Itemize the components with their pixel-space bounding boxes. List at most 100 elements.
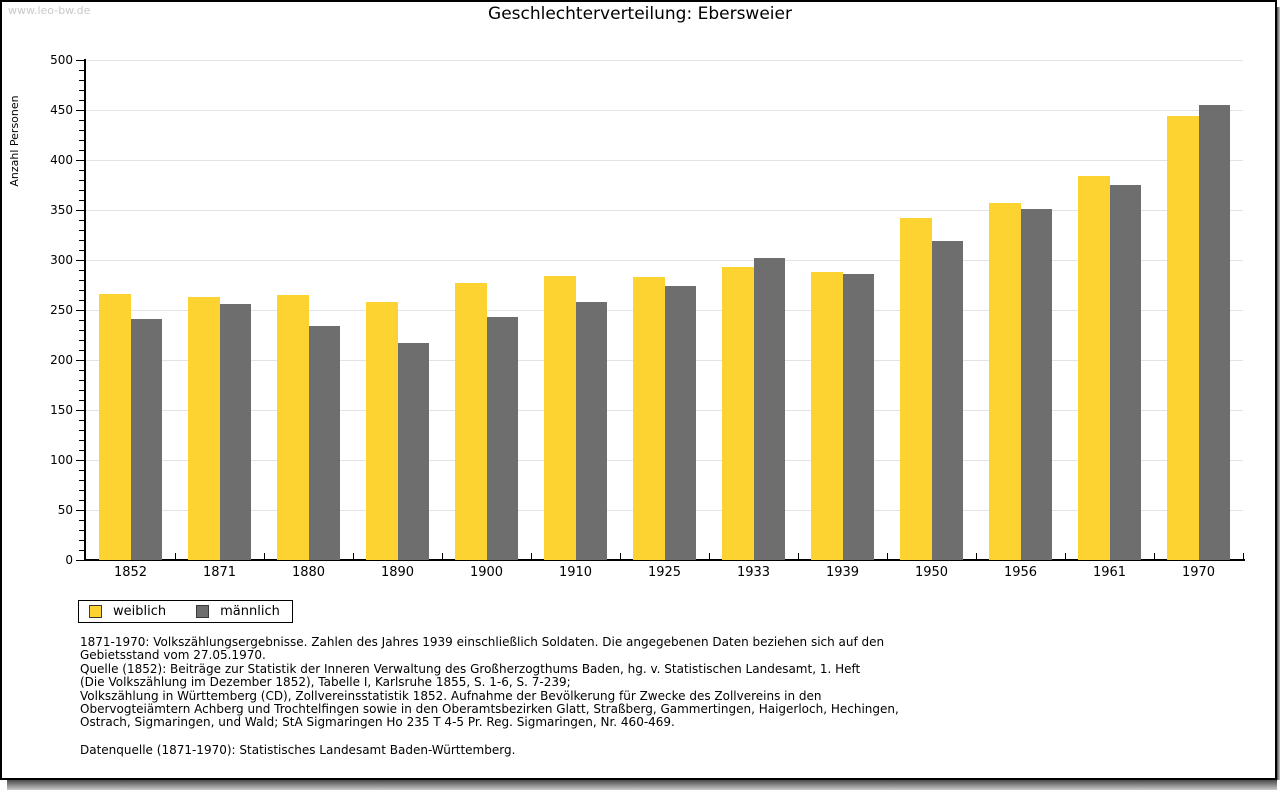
bar-weiblich-1900 [455, 283, 487, 560]
y-minor-tick [79, 370, 84, 371]
y-major-tick [76, 160, 84, 161]
bar-männlich-1961 [1109, 185, 1141, 560]
bar-männlich-1871 [219, 304, 251, 560]
legend: weiblich männlich [78, 600, 293, 623]
x-tick-label: 1961 [1092, 565, 1127, 580]
x-tick [1065, 553, 1066, 559]
bar-männlich-1939 [842, 274, 874, 560]
bar-weiblich-1910 [544, 276, 576, 560]
page-title: Geschlechterverteilung: Ebersweier [488, 4, 792, 24]
y-minor-tick [79, 180, 84, 181]
y-minor-tick [79, 320, 84, 321]
x-axis-labels: 1852 1871 1880 1890 1900 1910 1925 1933 1939 1950… [86, 565, 1243, 580]
y-minor-tick [79, 280, 84, 281]
y-major-tick [76, 510, 84, 511]
x-tick [264, 553, 265, 559]
y-minor-tick [79, 200, 84, 201]
legend-item-weiblich: weiblich [89, 604, 166, 619]
gridline [86, 110, 1243, 111]
y-minor-tick [79, 100, 84, 101]
y-minor-tick [79, 480, 84, 481]
x-tick-label: 1871 [202, 565, 237, 580]
y-major-tick [76, 410, 84, 411]
footnote-line: Quelle (1852): Beiträge zur Statistik de… [80, 661, 861, 676]
y-minor-tick [79, 350, 84, 351]
y-minor-tick [79, 220, 84, 221]
y-axis-line [84, 59, 86, 561]
bar-männlich-1933 [753, 258, 785, 560]
y-major-tick [76, 560, 84, 561]
frame-shadow-right [1277, 7, 1280, 780]
y-minor-tick [79, 420, 84, 421]
y-major-tick [76, 110, 84, 111]
x-axis-line [84, 559, 1245, 561]
x-tick-label: 1880 [291, 565, 326, 580]
y-tick-label: 0 [65, 553, 73, 567]
x-tick-label: 1910 [558, 565, 593, 580]
bar-weiblich-1939 [811, 272, 843, 560]
y-tick-label: 350 [50, 203, 73, 217]
y-minor-tick [79, 390, 84, 391]
x-tick-label: 1970 [1181, 565, 1216, 580]
x-tick [976, 553, 977, 559]
y-tick-label: 200 [50, 353, 73, 367]
bar-männlich-1852 [130, 319, 162, 560]
x-tick [353, 553, 354, 559]
gridline [86, 210, 1243, 211]
bar-männlich-1910 [575, 302, 607, 560]
y-minor-tick [79, 90, 84, 91]
y-minor-tick [79, 230, 84, 231]
x-tick-label: 1950 [914, 565, 949, 580]
x-tick-label: 1900 [469, 565, 504, 580]
legend-item-maennlich: männlich [196, 604, 280, 619]
bar-group-1939 [798, 60, 887, 560]
y-tick-label: 400 [50, 153, 73, 167]
footnote-line: Gebietsstand vom 27.05.1970. [80, 648, 266, 663]
y-minor-tick [79, 240, 84, 241]
x-tick-label: 1939 [825, 565, 860, 580]
x-tick [1154, 553, 1155, 559]
y-tick-label: 450 [50, 103, 73, 117]
y-minor-tick [79, 300, 84, 301]
x-tick [1243, 553, 1244, 559]
footnotes: 1871-1970: Volkszählungsergebnisse. Zahl… [80, 635, 1230, 757]
y-minor-tick [79, 340, 84, 341]
y-minor-tick [79, 170, 84, 171]
bar-group-1925 [620, 60, 709, 560]
y-major-tick [76, 260, 84, 261]
bar-weiblich-1890 [366, 302, 398, 560]
y-minor-tick [79, 290, 84, 291]
y-axis-label: Anzahl Personen [8, 95, 21, 187]
x-tick [442, 553, 443, 559]
x-tick-label: 1925 [647, 565, 682, 580]
bar-weiblich-1852 [99, 294, 131, 560]
y-tick-label: 50 [57, 503, 73, 517]
x-tick-label: 1956 [1003, 565, 1038, 580]
y-minor-tick [79, 430, 84, 431]
datasource-line: Datenquelle (1871-1970): Statistisches L… [80, 742, 516, 757]
bar-weiblich-1961 [1078, 176, 1110, 560]
footnote-line: (Die Volkszählung im Dezember 1852), Tab… [80, 675, 571, 690]
y-minor-tick [79, 250, 84, 251]
footnote-line: Obervogteiämtern Achberg und Trochtelfin… [80, 702, 899, 717]
y-tick-label: 300 [50, 253, 73, 267]
y-minor-tick [79, 550, 84, 551]
x-tick [620, 553, 621, 559]
y-tick-label: 150 [50, 403, 73, 417]
bar-männlich-1970 [1198, 105, 1230, 560]
footnote-line: Ostrach, Sigmaringen, und Wald; StA Sigm… [80, 715, 675, 730]
y-minor-tick [79, 540, 84, 541]
y-minor-tick [79, 150, 84, 151]
bar-group-1950 [887, 60, 976, 560]
bar-weiblich-1956 [989, 203, 1021, 560]
plot-area [86, 60, 1243, 560]
bar-group-1880 [264, 60, 353, 560]
y-tick-label: 100 [50, 453, 73, 467]
bar-group-1900 [442, 60, 531, 560]
y-minor-tick [79, 70, 84, 71]
bar-weiblich-1925 [633, 277, 665, 560]
bar-weiblich-1970 [1167, 116, 1199, 560]
bar-group-1933 [709, 60, 798, 560]
bar-weiblich-1933 [722, 267, 754, 560]
y-minor-tick [79, 330, 84, 331]
